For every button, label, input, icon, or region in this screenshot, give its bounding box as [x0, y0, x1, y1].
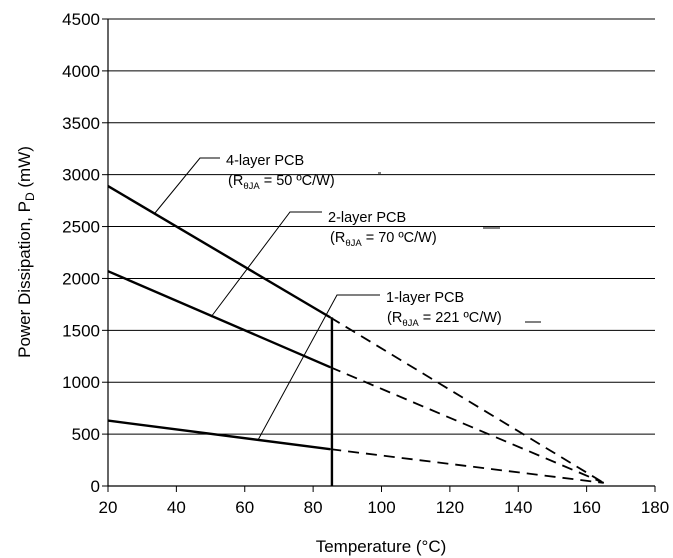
annotation-prefix: (R [387, 310, 402, 326]
y-tick-label-4500: 4500 [62, 10, 100, 29]
annotation-close-paren: ) [497, 310, 502, 326]
annotation-subscript: θJA [243, 181, 260, 192]
series-1-layer-pcb-dashed-line [330, 448, 604, 484]
x-tick-label-80: 80 [304, 498, 323, 517]
leader-line-4-layer-pcb [154, 157, 220, 214]
y-tick-label-0: 0 [91, 477, 100, 496]
x-tick-label-120: 120 [436, 498, 464, 517]
y-axis-title-sub: D [23, 192, 37, 201]
y-tick-label-1000: 1000 [62, 373, 100, 392]
annotation-equals: = [419, 310, 436, 326]
x-tick-label-180: 180 [641, 498, 669, 517]
annotation-name-2-layer-pcb: 2-layer PCB [328, 210, 406, 226]
annotation-subscript: θJA [345, 238, 362, 249]
y-tick-label-3000: 3000 [62, 166, 100, 185]
annotation-close-paren: ) [432, 230, 437, 246]
annotation-close-paren: ) [330, 173, 335, 189]
series-2-layer-pcb-dashed-line [329, 366, 605, 484]
y-axis-title: Power Dissipation, PD (mW) [15, 146, 37, 358]
series-1-layer-pcb-solid-line [107, 419, 331, 451]
series-2-layer-pcb-solid-line [107, 270, 331, 369]
annotation-value: 50 ºC/W [276, 173, 330, 189]
x-tick-label-140: 140 [504, 498, 532, 517]
annotation-rja-1-layer-pcb: (RθJA = 221 ºC/W) [387, 310, 502, 329]
annotation-name-1-layer-pcb: 1-layer PCB [386, 290, 464, 306]
series-lines [107, 185, 605, 486]
series-4-layer-pcb-solid-line [107, 185, 331, 319]
gridlines [108, 18, 655, 435]
y-tick-label-4000: 4000 [62, 62, 100, 81]
y-tick-label-2000: 2000 [62, 269, 100, 288]
leader-line-2-layer-pcb [210, 211, 322, 318]
x-tick-label-60: 60 [235, 498, 254, 517]
x-tick-label-20: 20 [99, 498, 118, 517]
leader-line-1-layer-pcb [257, 294, 380, 441]
x-axis-title: Temperature (°C) [316, 537, 447, 556]
x-tick-label-100: 100 [367, 498, 395, 517]
x-tick-label-160: 160 [572, 498, 600, 517]
y-tick-label-2500: 2500 [62, 218, 100, 237]
annotation-prefix: (R [330, 230, 345, 246]
annotations: 4-layer PCB(RθJA = 50 ºC/W)2-layer PCB(R… [154, 153, 541, 441]
y-tick-label-3500: 3500 [62, 114, 100, 133]
y-axis-title-unit: (mW) [15, 146, 34, 192]
x-tick-label-40: 40 [167, 498, 186, 517]
annotation-rja-2-layer-pcb: (RθJA = 70 ºC/W) [330, 230, 437, 249]
annotation-prefix: (R [228, 173, 243, 189]
annotation-name-4-layer-pcb: 4-layer PCB [226, 153, 304, 169]
annotation-subscript: θJA [402, 318, 419, 329]
y-axis-title-main: Power Dissipation, P [15, 201, 34, 358]
annotation-rja-4-layer-pcb: (RθJA = 50 ºC/W) [228, 173, 335, 192]
annotation-equals: = [260, 173, 277, 189]
y-tick-label-500: 500 [72, 425, 100, 444]
annotation-value: 221 ºC/W [435, 310, 497, 326]
axes: 0 500 1000 1500 2000 2500 3000 3500 4000 4500 20 40… [62, 10, 669, 517]
annotation-equals: = [362, 230, 379, 246]
y-tick-label-1500: 1500 [62, 321, 100, 340]
annotation-value: 70 ºC/W [378, 230, 432, 246]
